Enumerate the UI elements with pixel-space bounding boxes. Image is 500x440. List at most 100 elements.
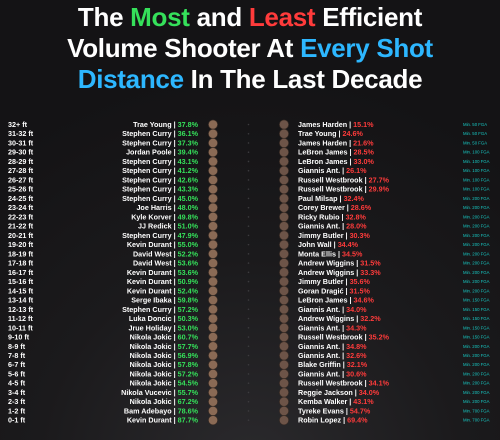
most-player-name: Kevin Durant bbox=[127, 416, 174, 425]
least-player-name: Russell Westbrook bbox=[298, 185, 365, 194]
min-attempts-label: Min. 700 FGA bbox=[463, 418, 490, 423]
divider: | bbox=[174, 379, 178, 388]
most-efg-value: 55.7% bbox=[178, 388, 199, 397]
least-player-name: Reggie Jackson bbox=[298, 388, 355, 397]
least-efficient-cell: Monta Ellis | 34.5% bbox=[298, 249, 363, 258]
most-player-avatar bbox=[208, 295, 218, 305]
least-player-name: Giannis Ant. bbox=[298, 342, 342, 351]
divider: | bbox=[349, 397, 353, 406]
least-player-name: Andrew Wiggins bbox=[298, 268, 356, 277]
divider: | bbox=[174, 351, 178, 360]
divider: | bbox=[174, 360, 178, 369]
least-efg-value: 28.0% bbox=[346, 222, 367, 231]
divider: | bbox=[340, 194, 344, 203]
most-efficient-cell: Stephen Curry | 57.2% bbox=[122, 305, 199, 314]
divider: | bbox=[342, 369, 346, 378]
most-player-name: Luka Doncic bbox=[129, 314, 174, 323]
divider: | bbox=[346, 406, 350, 415]
distance-label: 18-19 ft bbox=[8, 249, 34, 258]
least-player-avatar bbox=[279, 128, 289, 139]
divider: | bbox=[338, 249, 342, 258]
divider: | bbox=[174, 314, 178, 323]
divider: | bbox=[174, 203, 178, 212]
center-dot bbox=[247, 317, 250, 320]
most-efficient-cell: Stephen Curry | 36.1% bbox=[122, 129, 199, 138]
most-efg-value: 55.0% bbox=[178, 240, 199, 249]
most-player-name: Kevin Durant bbox=[127, 286, 174, 295]
most-efg-value: 37.8% bbox=[178, 120, 199, 129]
most-efficient-cell: Stephen Curry | 43.3% bbox=[122, 185, 199, 194]
distance-label: 11-12 ft bbox=[8, 314, 33, 323]
least-player-name: Paul Milsap bbox=[298, 194, 340, 203]
divider: | bbox=[365, 379, 369, 388]
least-player-name: Robin Lopez bbox=[298, 416, 343, 425]
min-attempts-label: Min. 200 FGA bbox=[463, 279, 490, 284]
divider: | bbox=[343, 416, 347, 425]
min-attempts-label: Min. 200 FGA bbox=[463, 214, 490, 219]
most-player-name: Stephen Curry bbox=[122, 129, 174, 138]
divider: | bbox=[350, 148, 354, 157]
least-efficient-cell: Russell Westbrook | 29.9% bbox=[298, 185, 390, 194]
divider: | bbox=[174, 231, 178, 240]
least-player-avatar bbox=[279, 350, 289, 361]
most-player-name: Serge Ibaka bbox=[131, 296, 173, 305]
min-attempts-label: Min. 200 FGA bbox=[463, 261, 490, 266]
divider: | bbox=[174, 120, 178, 129]
divider: | bbox=[356, 314, 360, 323]
most-player-name: Kyle Korver bbox=[131, 212, 173, 221]
center-dot bbox=[247, 354, 250, 357]
distance-label: 26-27 ft bbox=[8, 175, 34, 184]
least-player-name: LeBron James bbox=[298, 296, 350, 305]
distance-label: 3-4 ft bbox=[8, 388, 26, 397]
divider: | bbox=[174, 286, 178, 295]
least-player-avatar bbox=[279, 211, 289, 222]
most-efg-value: 41.2% bbox=[178, 166, 199, 175]
least-player-name: Monta Ellis bbox=[298, 249, 338, 258]
distance-label: 17-18 ft bbox=[8, 259, 34, 268]
most-efg-value: 67.2% bbox=[178, 397, 199, 406]
least-efficient-cell: Giannis Ant. | 26.1% bbox=[298, 166, 367, 175]
distance-label: 2-3 ft bbox=[8, 397, 26, 406]
distance-label: 0-1 ft bbox=[8, 416, 26, 425]
distance-label: 24-25 ft bbox=[8, 194, 34, 203]
distance-label: 19-20 ft bbox=[8, 240, 34, 249]
center-dot bbox=[247, 225, 250, 227]
least-efg-value: 21.6% bbox=[353, 138, 374, 147]
distance-label: 8-9 ft bbox=[8, 342, 26, 351]
distance-label: 5-6 ft bbox=[8, 369, 26, 378]
least-efficient-cell: Andrew Wiggins | 32.2% bbox=[298, 314, 381, 323]
most-efficient-cell: Stephen Curry | 47.9% bbox=[122, 231, 199, 240]
least-player-avatar bbox=[279, 276, 289, 287]
divider: | bbox=[347, 203, 351, 212]
most-efg-value: 57.2% bbox=[178, 369, 199, 378]
least-player-name: LeBron James bbox=[298, 157, 350, 166]
divider: | bbox=[350, 157, 354, 166]
most-efficient-cell: Stephen Curry | 37.3% bbox=[122, 138, 199, 147]
least-player-avatar bbox=[279, 267, 289, 278]
least-efficient-cell: Giannis Ant. | 32.6% bbox=[298, 351, 367, 360]
most-player-name: Nikola Jokic bbox=[130, 397, 174, 406]
center-dot bbox=[247, 326, 250, 329]
most-efg-value: 57.8% bbox=[178, 360, 199, 369]
least-player-avatar bbox=[279, 295, 289, 305]
title-volume-shooter: Volume Shooter At bbox=[67, 33, 294, 63]
least-efg-value: 33.0% bbox=[354, 157, 375, 166]
distance-label: 20-21 ft bbox=[8, 231, 34, 240]
least-player-name: Goran Dragić bbox=[298, 286, 346, 295]
distance-label: 32+ ft bbox=[8, 120, 28, 129]
distance-label: 25-26 ft bbox=[8, 185, 34, 194]
least-efficient-cell: Robin Lopez | 69.4% bbox=[298, 416, 368, 425]
least-efficient-cell: Tyreke Evans | 54.7% bbox=[298, 406, 371, 415]
divider: | bbox=[174, 222, 178, 231]
min-attempts-label: Min. 200 FGA bbox=[463, 251, 490, 256]
least-player-avatar bbox=[279, 258, 289, 268]
divider: | bbox=[346, 231, 350, 240]
most-efg-value: 50.3% bbox=[178, 314, 199, 323]
least-efficient-cell: LeBron James | 34.6% bbox=[298, 296, 375, 305]
least-player-name: Russell Westbrook bbox=[298, 175, 365, 184]
most-efg-value: 43.1% bbox=[178, 157, 199, 166]
most-efficient-cell: David West | 53.6% bbox=[133, 259, 199, 268]
distance-label: 4-5 ft bbox=[8, 379, 26, 388]
min-attempts-label: Min. 150 FGA bbox=[463, 307, 490, 312]
most-efg-value: 42.6% bbox=[178, 175, 199, 184]
